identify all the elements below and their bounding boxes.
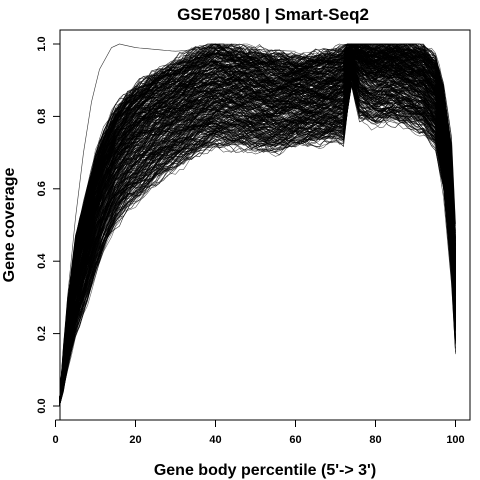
x-tick-label: 20 bbox=[129, 434, 141, 446]
coverage-curve bbox=[59, 47, 456, 402]
coverage-curve bbox=[59, 44, 456, 402]
coverage-curve bbox=[59, 44, 456, 406]
coverage-curve bbox=[59, 60, 456, 407]
outlier-curve bbox=[59, 43, 296, 407]
x-axis-label: Gene body percentile (5'-> 3') bbox=[154, 462, 376, 479]
y-axis: 0.0 0.2 0.4 0.6 0.8 1.0 bbox=[36, 36, 61, 414]
coverage-curve bbox=[59, 58, 456, 405]
coverage-curve bbox=[59, 43, 456, 400]
coverage-curve bbox=[59, 57, 456, 406]
coverage-curve bbox=[59, 49, 456, 402]
coverage-curve bbox=[59, 43, 456, 400]
x-tick-label: 0 bbox=[52, 434, 58, 446]
coverage-curve bbox=[59, 43, 456, 401]
coverage-curve bbox=[59, 43, 456, 399]
coverage-curve bbox=[59, 64, 456, 407]
coverage-curve bbox=[59, 53, 456, 405]
coverage-curve bbox=[59, 48, 456, 407]
coverage-curves bbox=[59, 43, 456, 407]
coverage-curve bbox=[59, 81, 456, 407]
x-axis: 0 20 40 60 80 100 bbox=[52, 419, 465, 446]
coverage-curve bbox=[59, 77, 456, 407]
coverage-curve bbox=[59, 58, 456, 406]
coverage-curve bbox=[59, 47, 456, 404]
coverage-curve bbox=[59, 67, 456, 407]
chart-title: GSE70580 | Smart-Seq2 bbox=[177, 5, 369, 24]
coverage-curve bbox=[59, 59, 456, 407]
coverage-curve bbox=[59, 43, 456, 401]
y-tick-label: 1.0 bbox=[36, 36, 48, 51]
coverage-curve bbox=[59, 60, 456, 407]
y-tick-label: 0.6 bbox=[36, 181, 48, 196]
coverage-curve bbox=[59, 76, 456, 407]
y-tick-label: 0.4 bbox=[36, 253, 48, 269]
coverage-curve bbox=[59, 44, 456, 401]
coverage-curve bbox=[59, 81, 456, 407]
x-tick-label: 80 bbox=[369, 434, 381, 446]
coverage-curve bbox=[59, 72, 456, 407]
x-tick-label: 60 bbox=[289, 434, 301, 446]
y-tick-label: 0.0 bbox=[36, 398, 48, 413]
coverage-curve bbox=[59, 76, 456, 407]
x-tick-label: 40 bbox=[209, 434, 221, 446]
y-tick-label: 0.2 bbox=[36, 326, 48, 341]
y-tick-label: 0.8 bbox=[36, 109, 48, 124]
coverage-curve bbox=[59, 53, 456, 407]
coverage-curve bbox=[59, 52, 456, 405]
coverage-curve bbox=[59, 57, 456, 407]
coverage-curve bbox=[59, 52, 456, 403]
coverage-curve bbox=[59, 76, 456, 407]
coverage-curve bbox=[59, 64, 456, 407]
coverage-curve bbox=[59, 70, 456, 407]
coverage-curve bbox=[59, 67, 456, 407]
coverage-curve bbox=[59, 43, 456, 400]
x-tick-label: 100 bbox=[446, 434, 464, 446]
y-axis-label: Gene coverage bbox=[1, 168, 18, 283]
coverage-curve bbox=[59, 47, 456, 403]
coverage-curve bbox=[59, 70, 456, 407]
coverage-curve bbox=[59, 52, 456, 406]
coverage-curve bbox=[59, 43, 456, 400]
coverage-curve bbox=[59, 70, 456, 407]
coverage-curve bbox=[59, 70, 456, 407]
